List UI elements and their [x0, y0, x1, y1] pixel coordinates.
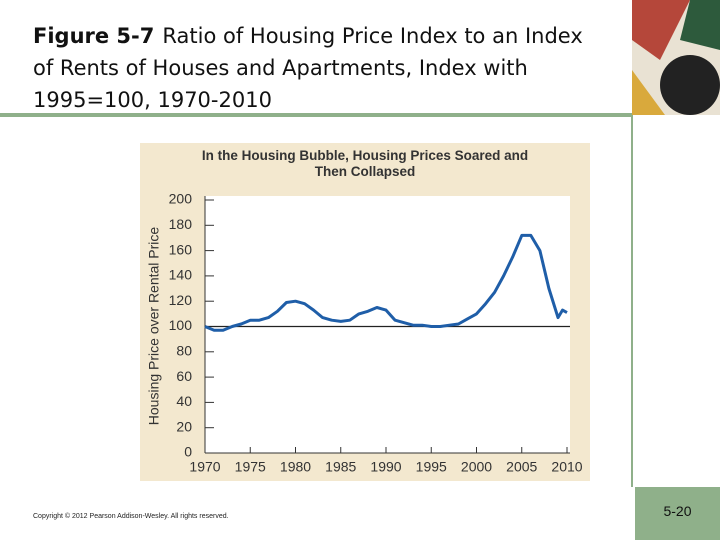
y-tick-label: 80	[176, 343, 192, 359]
y-tick-label: 200	[169, 191, 193, 207]
page-number: 5-20	[635, 487, 720, 540]
y-tick-label: 120	[169, 292, 193, 308]
divider	[0, 113, 632, 117]
y-tick-label: 140	[169, 267, 193, 283]
x-tick-label: 1985	[325, 459, 356, 475]
x-tick-label: 1975	[235, 459, 266, 475]
decor-shape	[680, 0, 720, 50]
figure-label: Figure 5-7	[33, 24, 155, 48]
divider	[631, 115, 633, 487]
x-tick-label: 1990	[370, 459, 401, 475]
y-tick-label: 180	[169, 216, 193, 232]
decor-shape	[632, 0, 690, 60]
title-text: Ratio of Housing Price Index to an Index…	[33, 24, 583, 112]
chart-title: In the Housing Bubble, Housing Prices So…	[201, 148, 529, 179]
x-tick-label: 2000	[461, 459, 492, 475]
y-axis-label: Housing Price over Rental Price	[146, 227, 162, 426]
y-tick-label: 60	[176, 368, 192, 384]
y-tick-label: 0	[184, 444, 192, 460]
slide-title: Figure 5-7 Ratio of Housing Price Index t…	[33, 20, 608, 116]
decor-shape	[632, 70, 665, 115]
data-line	[204, 233, 568, 332]
y-tick-label: 40	[176, 393, 192, 409]
x-tick-label: 1980	[280, 459, 311, 475]
x-tick-label: 2010	[551, 459, 582, 475]
x-tick-label: 1970	[189, 459, 220, 475]
plot-area	[205, 196, 570, 453]
x-tick-label: 2005	[506, 459, 537, 475]
y-tick-label: 100	[169, 317, 193, 333]
copyright: Copyright © 2012 Pearson Addison-Wesley.…	[33, 513, 229, 520]
decor-shape	[660, 55, 720, 115]
y-tick-label: 160	[169, 241, 193, 257]
y-tick-label: 20	[176, 418, 192, 434]
x-tick-label: 1995	[416, 459, 447, 475]
